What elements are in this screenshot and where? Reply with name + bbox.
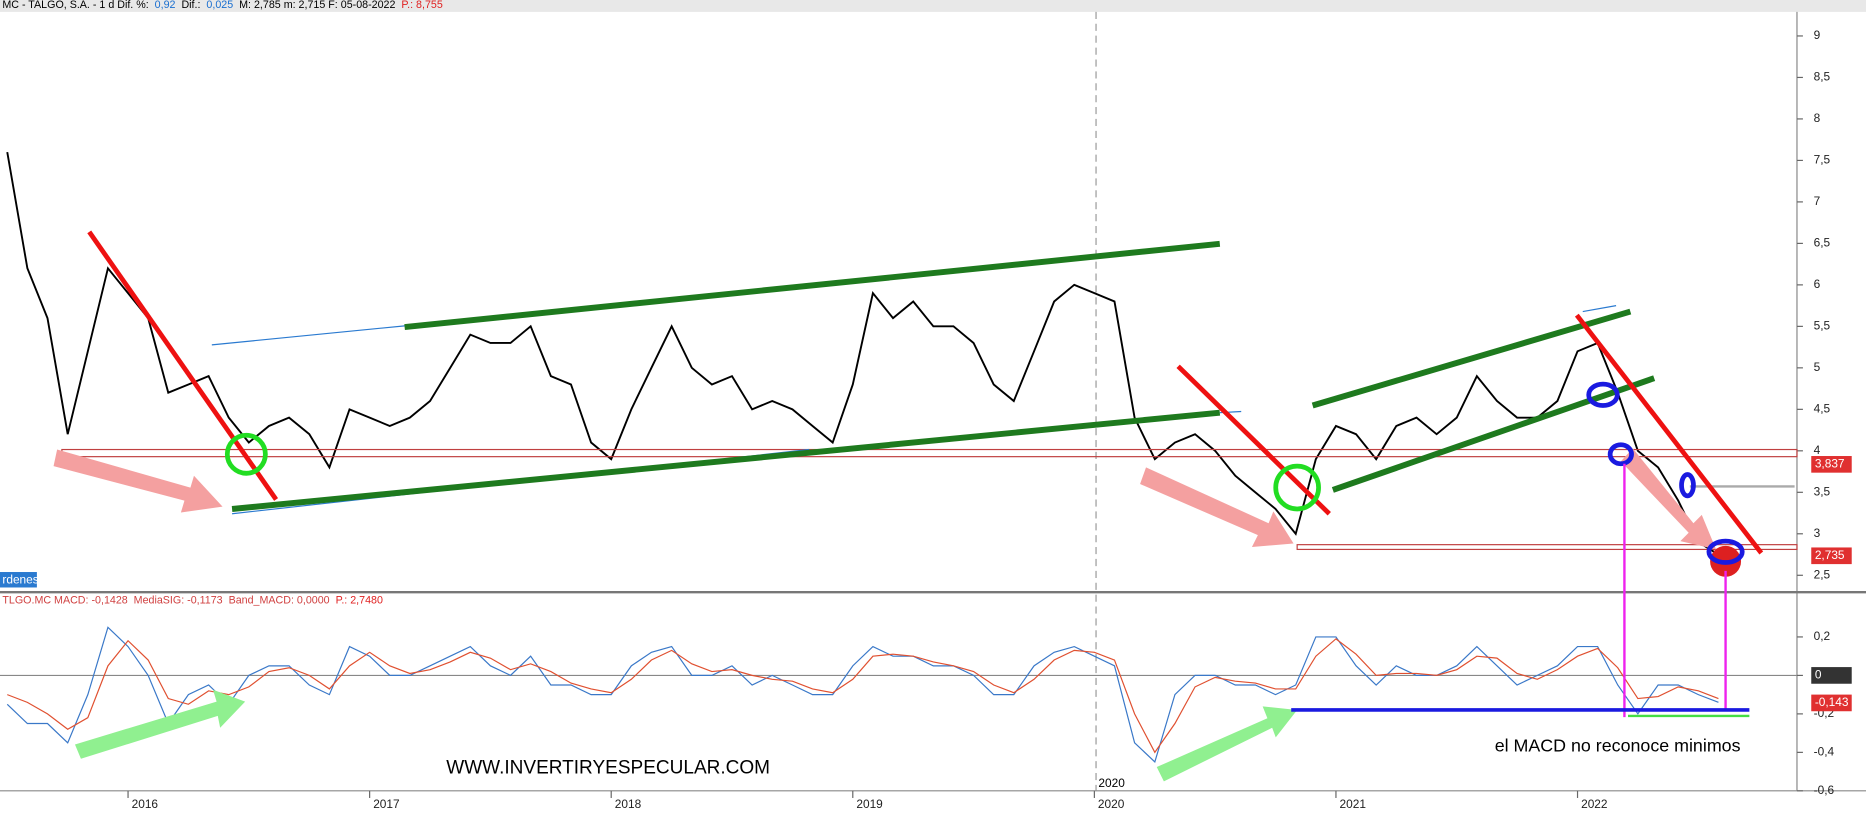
arrow <box>1156 706 1298 782</box>
price-marker <box>1811 456 1852 473</box>
y-tick-label: 0,2 <box>1814 629 1831 643</box>
arrow <box>1620 448 1717 550</box>
x-tick-label: 2016 <box>132 797 159 811</box>
price-marker-label: 3,837 <box>1815 456 1845 470</box>
y-tick-label: 4,5 <box>1814 401 1831 415</box>
y-tick-label: 6 <box>1814 277 1821 291</box>
price-marker-label: 2,735 <box>1815 548 1845 562</box>
tab-label[interactable]: rdenes <box>2 572 38 586</box>
y-tick-label: 6,5 <box>1814 236 1831 250</box>
price-marker <box>1811 667 1852 684</box>
y-tick-label: 7,5 <box>1814 153 1831 167</box>
trend-line <box>1582 305 1617 313</box>
header-part: P.: 2,7480 <box>336 594 383 606</box>
y-tick-label: 7 <box>1814 194 1821 208</box>
support-box <box>1296 544 1798 551</box>
series-line <box>6 151 1719 556</box>
price-marker-label: -0,143 <box>1815 695 1849 709</box>
highlight <box>1586 381 1620 408</box>
y-tick-label: 2,5 <box>1814 567 1831 581</box>
highlight <box>1706 538 1745 565</box>
y-tick-label: 3 <box>1814 526 1821 540</box>
y-tick-label: 5 <box>1814 360 1821 374</box>
y-tick-label: 8 <box>1814 111 1821 125</box>
y-tick-label: -0,6 <box>1814 783 1835 797</box>
highlight <box>1607 442 1634 467</box>
x-tick-label: 2020 <box>1098 797 1125 811</box>
arrow <box>74 689 246 759</box>
header-part: 0,025 <box>206 0 233 11</box>
trend-line <box>1176 364 1331 516</box>
header-part: P.: 8,755 <box>401 0 442 11</box>
x-tick-label: 2021 <box>1340 797 1367 811</box>
arrow <box>1140 467 1294 548</box>
y-tick-label: 5,5 <box>1814 319 1831 333</box>
header-part: M: 2,785 m: 2,715 F: 05-08-2022 <box>239 0 395 11</box>
trend-line <box>87 230 279 501</box>
y-tick-label: 8,5 <box>1814 70 1831 84</box>
trend-line <box>211 325 405 346</box>
trend-line <box>1331 375 1656 493</box>
header-part: 0,92 <box>155 0 176 11</box>
cursor-label: 2020 <box>1098 776 1125 790</box>
x-tick-label: 2019 <box>856 797 883 811</box>
y-tick-label: 3,5 <box>1814 484 1831 498</box>
header-bar <box>0 0 1866 12</box>
price-marker-label: 0 <box>1815 668 1822 682</box>
y-tick-label: 9 <box>1814 28 1821 42</box>
highlight <box>224 432 268 476</box>
trend-line <box>1311 308 1632 409</box>
y-tick-label: -0,4 <box>1814 745 1835 759</box>
header-part: MediaSIG: -0,1173 <box>134 594 223 606</box>
header-part: Dif.: <box>181 0 200 11</box>
header-part: Band_MACD: 0,0000 <box>229 594 330 606</box>
watermark: WWW.INVERTIRYESPECULAR.COM <box>446 757 770 778</box>
annotations <box>53 230 1798 782</box>
price-marker <box>1811 694 1852 712</box>
x-tick-label: 2022 <box>1581 797 1607 811</box>
header-part: TLGO.MC MACD: -0,1428 <box>2 594 127 606</box>
series-line <box>7 638 1719 754</box>
trend-line <box>231 409 1221 512</box>
note: el MACD no reconoce minimos <box>1495 736 1741 756</box>
panel-header: MC - TALGO, S.A. - 1 d Dif. %: 0,92 Dif.: 0… <box>2 0 442 11</box>
x-tick-label: 2018 <box>615 797 642 811</box>
trend-line <box>1574 313 1764 555</box>
tab[interactable] <box>0 572 37 588</box>
price-marker <box>1811 547 1852 565</box>
y-tick-label: 4 <box>1814 443 1821 457</box>
highlight <box>1273 463 1321 512</box>
header-part: MC - TALGO, S.A. - 1 d Dif. %: <box>2 0 148 11</box>
panel-header: TLGO.MC MACD: -0,1428 MediaSIG: -0,1173 Ba… <box>2 594 383 606</box>
trend-line <box>404 240 1221 330</box>
x-tick-label: 2017 <box>373 797 399 811</box>
highlight <box>1679 472 1696 499</box>
arrow <box>53 449 223 513</box>
